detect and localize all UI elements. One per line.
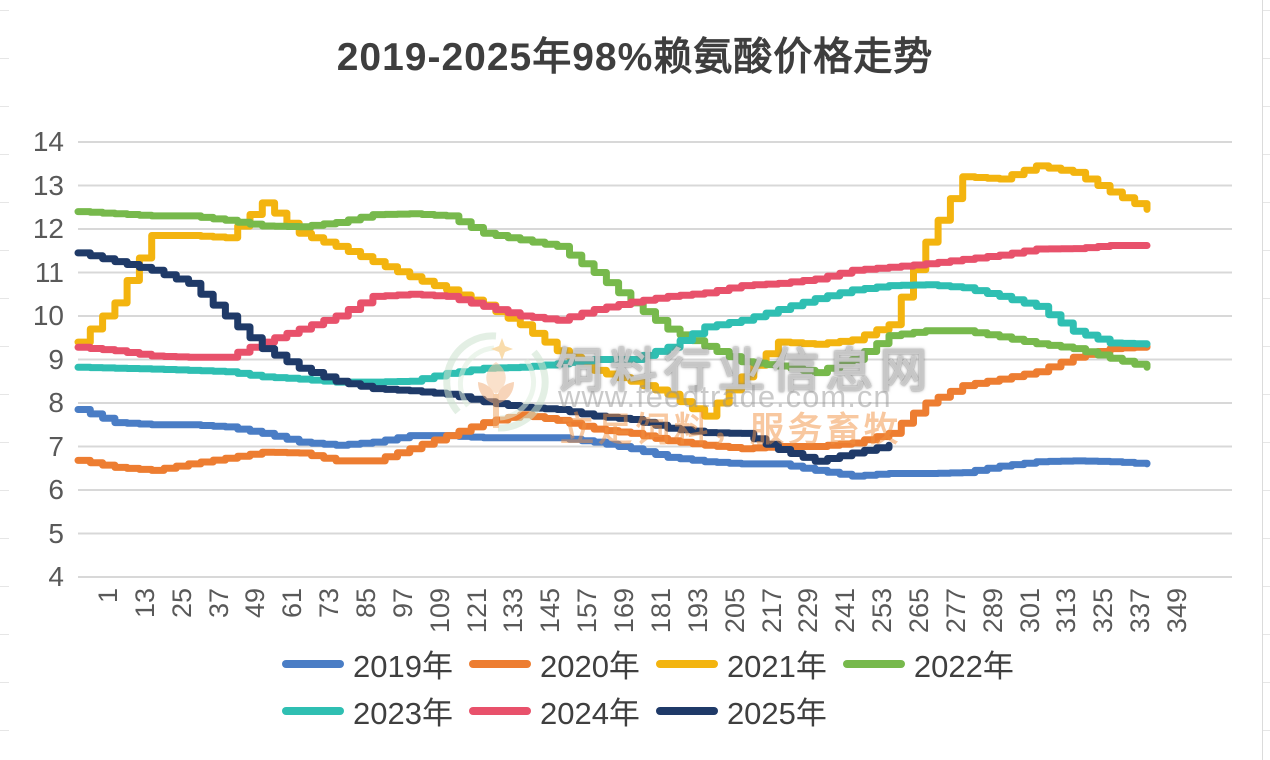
x-axis-tick-181: 181: [645, 588, 676, 634]
legend-item-2025年: 2025年: [655, 688, 827, 733]
x-axis-tick-25: 25: [166, 588, 197, 619]
legend-label-2021年: 2021年: [726, 649, 827, 684]
series-line-2024年: [74, 242, 1151, 361]
x-axis-tick-49: 49: [240, 588, 271, 619]
x-axis-tick-289: 289: [977, 588, 1008, 634]
x-axis-tick-145: 145: [535, 588, 566, 634]
x-axis-tick-109: 109: [424, 588, 455, 634]
y-axis-tick-9: 9: [48, 343, 64, 375]
legend-swatch-2022年: [842, 659, 905, 668]
series-line-2021年: [74, 162, 1151, 420]
y-axis-tick-7: 7: [48, 430, 64, 462]
legend-label-2025年: 2025年: [726, 696, 827, 731]
y-axis-tick-14: 14: [32, 126, 64, 157]
x-axis-tick-337: 337: [1125, 588, 1156, 634]
series-line-2019年: [74, 406, 1151, 480]
x-axis-tick-265: 265: [903, 588, 934, 634]
y-axis-tick-13: 13: [32, 169, 64, 201]
legend-label-2019年: 2019年: [353, 649, 453, 684]
legend-item-2020年: 2020年: [468, 641, 640, 686]
series-line-2022年: [74, 208, 1151, 377]
x-axis-tick-349: 349: [1162, 588, 1192, 634]
x-axis-tick-157: 157: [572, 588, 603, 634]
legend-item-2022年: 2022年: [842, 641, 1014, 686]
x-axis-tick-277: 277: [940, 588, 971, 634]
legend-item-2024年: 2024年: [468, 688, 640, 733]
x-axis-tick-133: 133: [498, 588, 529, 634]
y-axis-tick-11: 11: [34, 256, 64, 288]
x-axis-tick-313: 313: [1051, 588, 1082, 634]
x-axis-tick-73: 73: [314, 588, 345, 619]
legend-label-2022年: 2022年: [913, 649, 1014, 684]
x-axis-tick-1: 1: [93, 588, 123, 604]
legend-swatch-2025年: [655, 706, 718, 715]
x-axis-tick-205: 205: [719, 588, 750, 634]
x-axis-tick-253: 253: [867, 588, 898, 634]
y-axis-tick-8: 8: [48, 387, 64, 418]
x-axis-tick-121: 121: [461, 588, 492, 634]
x-axis-tick-97: 97: [387, 588, 418, 619]
x-axis-tick-217: 217: [756, 588, 787, 634]
legend-item-2019年: 2019年: [282, 641, 453, 686]
legend-swatch-2020年: [468, 659, 531, 668]
x-axis-tick-61: 61: [277, 588, 308, 619]
x-axis-tick-241: 241: [830, 588, 861, 634]
legend-swatch-2021年: [655, 659, 718, 668]
y-axis-tick-5: 5: [48, 517, 64, 549]
legend-row-1: 2019年 2020年 2021年 2022年: [282, 640, 1062, 687]
legend-swatch-2024年: [468, 706, 531, 715]
legend-item-2023年: 2023年: [282, 688, 453, 733]
y-axis-tick-4: 4: [48, 561, 64, 592]
x-axis-tick-37: 37: [203, 588, 234, 619]
legend-item-2021年: 2021年: [655, 641, 827, 686]
legend-label-2020年: 2020年: [539, 649, 640, 684]
legend-label-2023年: 2023年: [353, 696, 453, 731]
series-line-2023年: [74, 281, 1151, 386]
series-line-2020年: [74, 342, 1151, 474]
chart-legend: 2019年 2020年 2021年 2022年 2023年 2024年 2025年: [282, 640, 1062, 734]
y-axis-tick-6: 6: [48, 474, 64, 505]
legend-label-2024年: 2024年: [539, 696, 640, 731]
chart-title: 2019-2025年98%赖氨酸价格走势: [336, 36, 934, 79]
x-axis-tick-229: 229: [793, 588, 824, 634]
legend-swatch-2023年: [282, 706, 344, 715]
x-axis-tick-85: 85: [351, 588, 382, 619]
y-axis-tick-10: 10: [32, 300, 64, 331]
x-axis-tick-325: 325: [1088, 588, 1119, 634]
y-axis-tick-12: 12: [32, 213, 64, 244]
x-axis-tick-169: 169: [609, 588, 640, 634]
x-axis-tick-301: 301: [1014, 588, 1045, 634]
x-axis-tick-13: 13: [129, 588, 160, 619]
x-axis-tick-193: 193: [682, 588, 713, 634]
legend-swatch-2019年: [282, 659, 344, 668]
legend-row-2: 2023年 2024年 2025年: [282, 687, 1062, 734]
